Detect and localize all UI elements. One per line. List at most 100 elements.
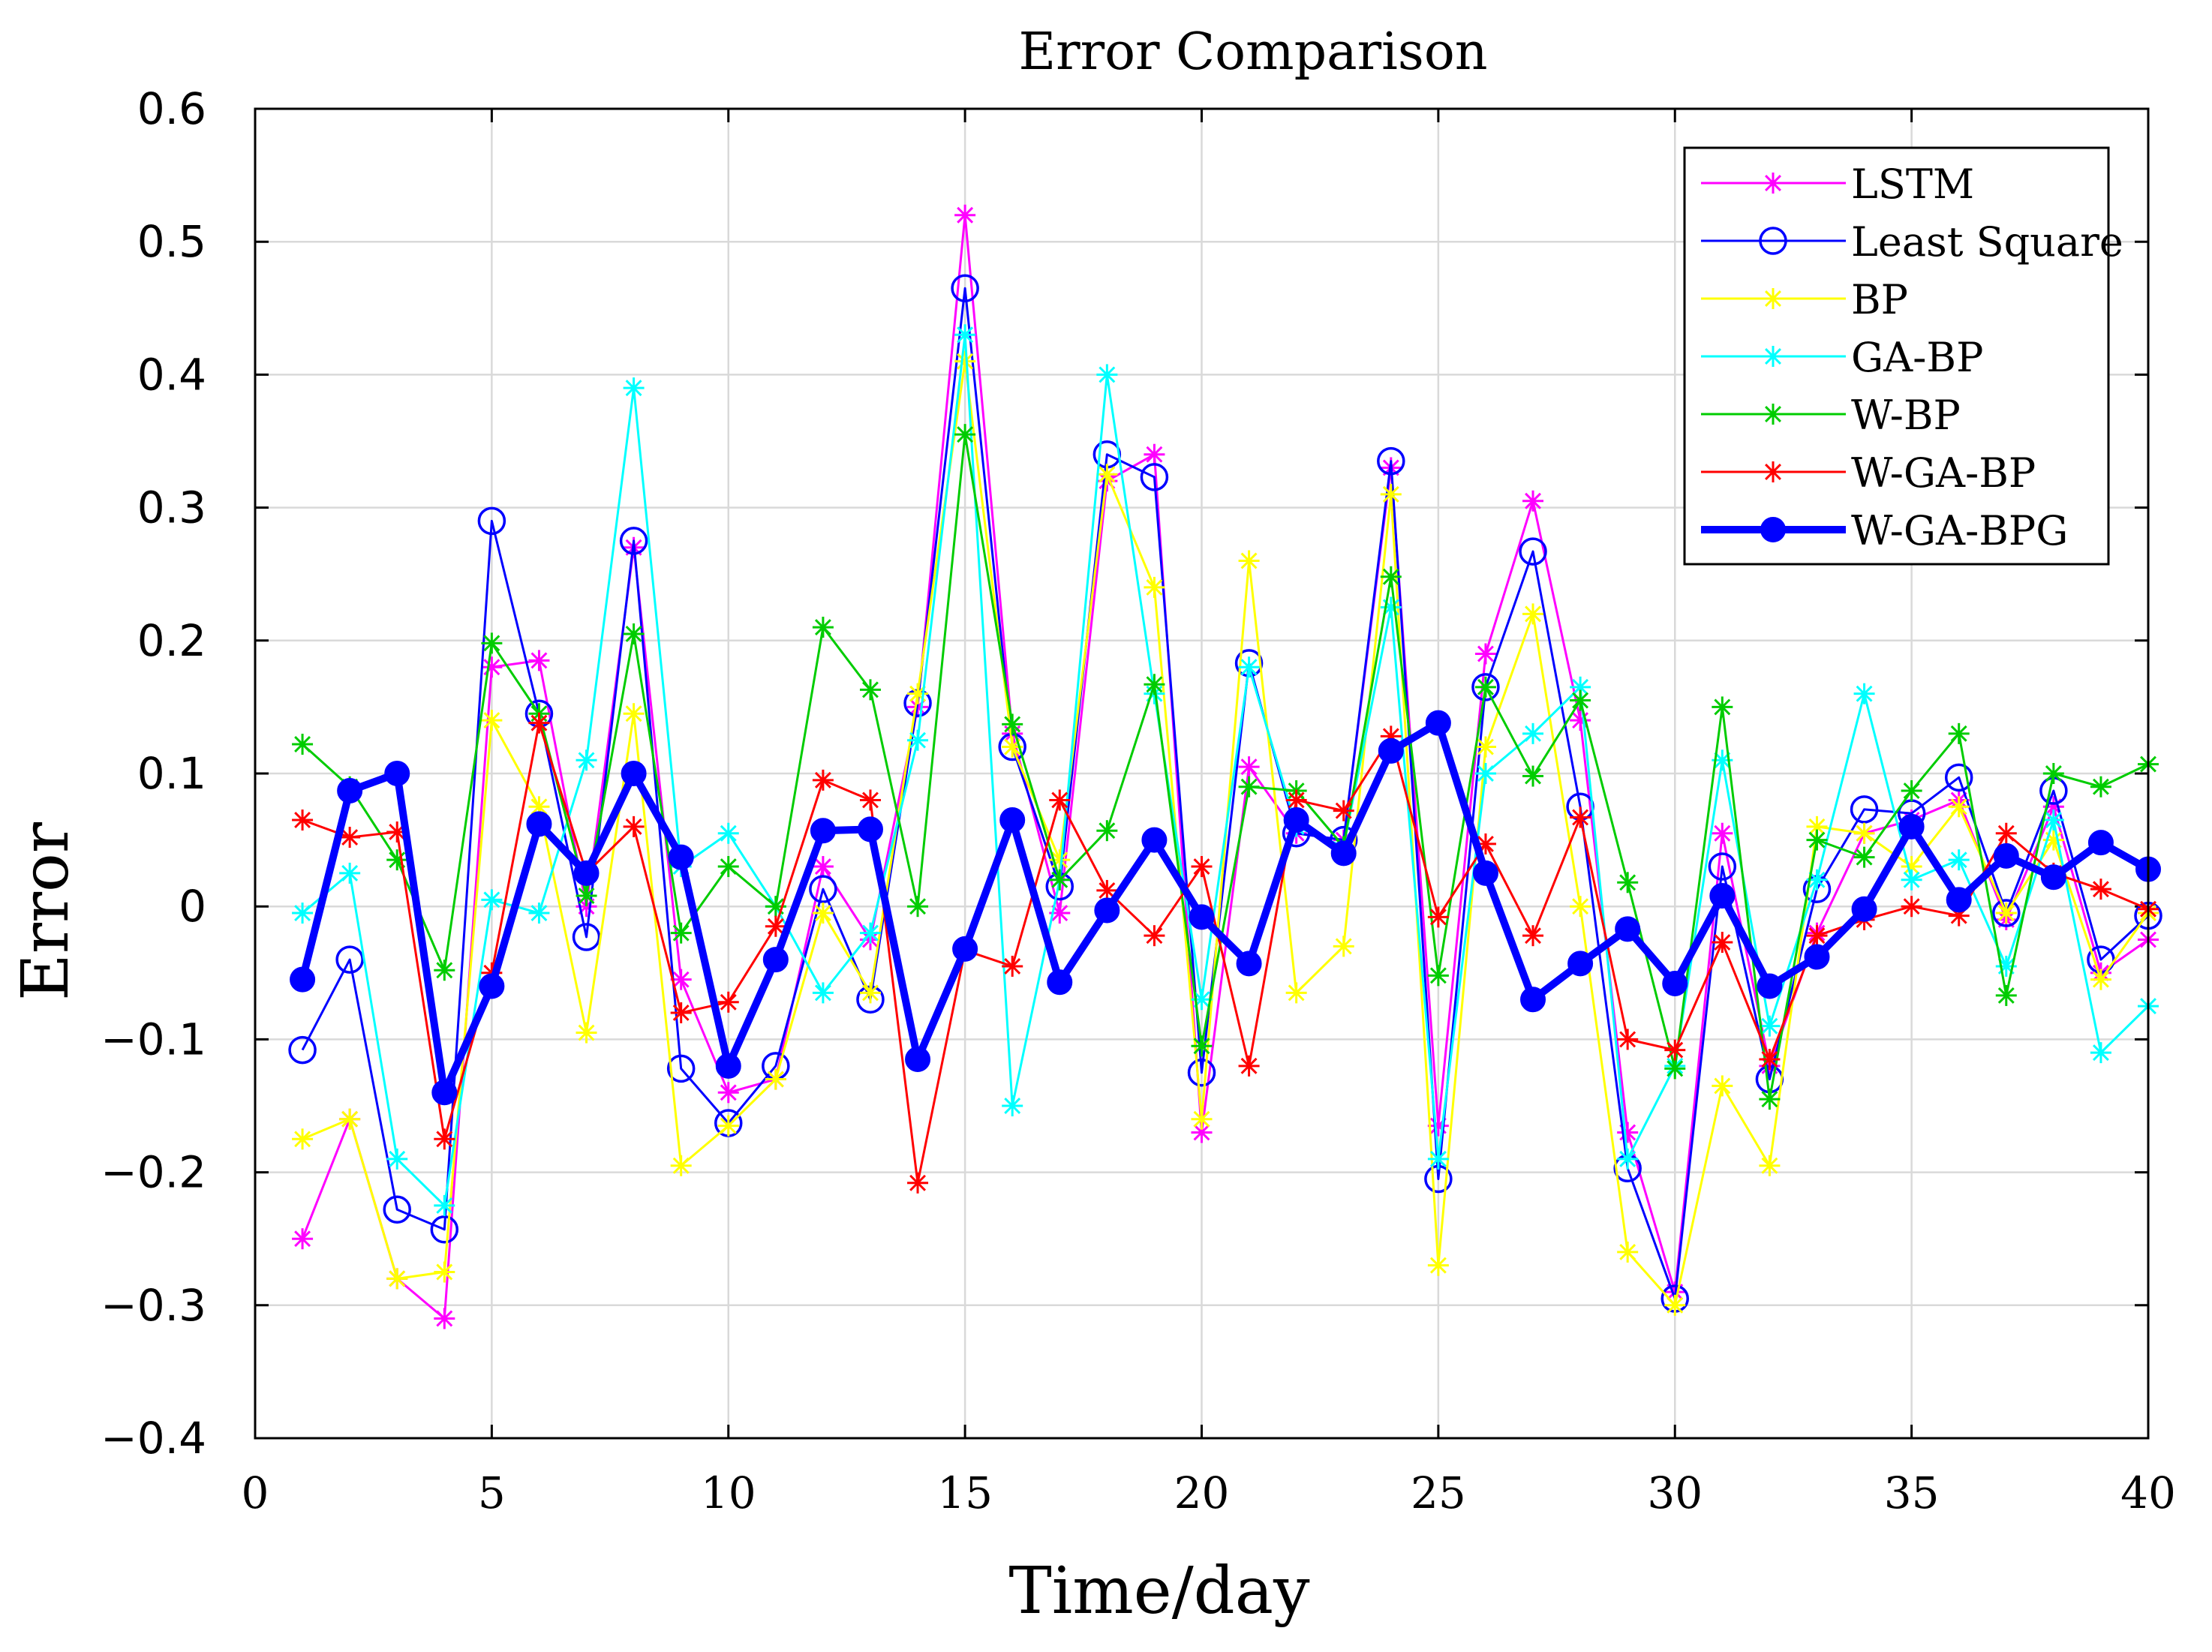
data-point: [999, 807, 1026, 834]
data-point: [812, 982, 834, 1004]
data-point: [1333, 800, 1354, 821]
series-line: [302, 333, 2150, 1207]
data-point: [572, 923, 601, 951]
data-point: [1472, 860, 1498, 886]
data-point: [1330, 840, 1357, 867]
data-point: [1708, 852, 1737, 881]
data-point: [859, 982, 881, 1004]
data-point: [905, 1046, 931, 1072]
data-point: [1380, 483, 1402, 505]
y-tick-label: −0.1: [101, 1014, 206, 1065]
legend-label: BP: [1851, 276, 1908, 323]
data-point: [1238, 776, 1260, 797]
data-point: [2042, 763, 2064, 784]
data-point: [1759, 1015, 1781, 1037]
data-point: [434, 1308, 455, 1329]
data-point: [1763, 404, 1784, 425]
x-axis-label: Time/day: [1008, 1554, 1310, 1629]
data-point: [1471, 673, 1500, 701]
x-tick-label: 35: [1884, 1467, 1940, 1518]
data-point: [666, 1054, 696, 1083]
data-point: [1995, 903, 2017, 924]
data-point: [1519, 537, 1547, 566]
data-point: [1712, 822, 1733, 844]
series-w-ga-bpg: [290, 710, 2161, 1106]
data-point: [1757, 973, 1783, 999]
data-point: [434, 1194, 455, 1216]
data-point: [477, 506, 506, 536]
data-point: [1806, 829, 1828, 851]
y-tick-label: −0.2: [101, 1147, 206, 1198]
data-point: [762, 947, 789, 973]
data-point: [1763, 461, 1784, 482]
data-point: [717, 1082, 739, 1104]
data-point: [1141, 827, 1168, 853]
data-point: [528, 712, 550, 734]
data-point: [384, 761, 410, 786]
data-point: [812, 856, 834, 878]
data-point: [383, 1195, 411, 1224]
data-point: [479, 973, 505, 999]
data-point: [2090, 1042, 2111, 1064]
data-point: [481, 632, 503, 654]
data-point: [1191, 856, 1213, 878]
data-point: [1763, 173, 1784, 194]
legend-entry: BP: [1701, 276, 1908, 323]
data-point: [1425, 710, 1451, 736]
y-tick-label: 0.5: [137, 216, 206, 267]
data-point: [812, 769, 834, 791]
data-point: [1948, 722, 1970, 744]
data-point: [1096, 879, 1118, 901]
data-point: [1759, 227, 1787, 255]
data-point: [1567, 951, 1594, 977]
x-tick-label: 5: [478, 1467, 506, 1518]
data-point: [859, 922, 881, 944]
series-lines: [288, 204, 2162, 1329]
x-tick-label: 0: [242, 1467, 269, 1518]
data-point: [430, 1215, 459, 1244]
data-point: [339, 1108, 361, 1130]
data-point: [1096, 364, 1118, 386]
data-point: [1377, 446, 1405, 476]
data-point: [528, 903, 550, 924]
data-point: [1664, 1294, 1686, 1316]
y-tick-label: 0.4: [137, 349, 206, 400]
data-point: [1427, 1148, 1449, 1170]
data-point: [339, 827, 361, 849]
data-point: [1993, 843, 2019, 869]
data-point: [670, 1002, 692, 1023]
data-point: [1662, 970, 1688, 996]
data-point: [907, 1172, 929, 1194]
y-tick-label: 0.2: [137, 615, 206, 666]
data-point: [481, 889, 503, 911]
data-point: [954, 324, 976, 346]
data-point: [2042, 809, 2064, 831]
data-point: [1238, 656, 1260, 678]
data-point: [1522, 490, 1544, 512]
y-tick-label: −0.3: [101, 1280, 206, 1331]
data-point: [1520, 987, 1546, 1013]
data-point: [292, 1228, 314, 1250]
data-point: [2090, 969, 2111, 990]
data-point: [1853, 822, 1875, 844]
data-point: [717, 1115, 739, 1137]
data-point: [1901, 869, 1922, 891]
data-point: [1144, 925, 1165, 947]
data-point: [1617, 1241, 1639, 1263]
data-point: [621, 761, 647, 786]
legend: LSTM Least Square BP GA-BP W-BP W-GA-BP W-GA-B…: [1683, 146, 2123, 566]
legend-label: W-GA-BPG: [1851, 507, 2068, 554]
data-point: [623, 703, 645, 725]
data-point: [1944, 763, 1973, 792]
data-point: [907, 896, 929, 918]
data-point: [386, 1268, 408, 1290]
data-point: [526, 811, 552, 837]
data-point: [2087, 830, 2114, 856]
data-point: [434, 1128, 455, 1150]
legend-label: W-BP: [1851, 392, 1961, 439]
data-point: [1049, 789, 1071, 811]
data-point: [1522, 603, 1544, 625]
data-point: [1522, 925, 1544, 947]
data-point: [1522, 722, 1544, 744]
